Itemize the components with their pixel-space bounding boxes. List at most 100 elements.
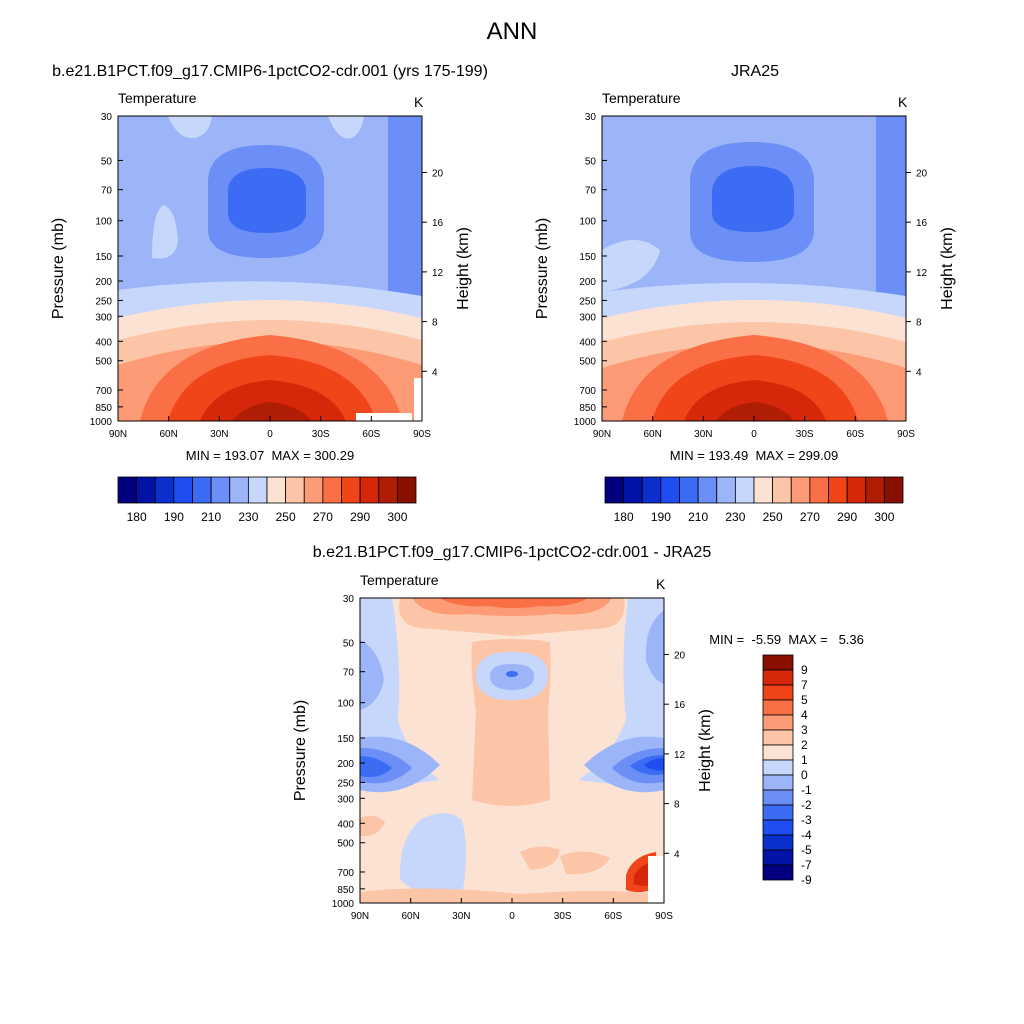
colorbar-box [154, 476, 175, 504]
colorbar-label: 210 [201, 510, 221, 524]
colorbar-label: 180 [127, 510, 147, 524]
panel1-contour-fill [118, 116, 422, 421]
colorbar-label: 300 [387, 510, 407, 524]
x-tick-label: 90N [593, 429, 611, 440]
y-axis-title: Pressure (mb) [50, 218, 67, 319]
colorbar-box [604, 476, 625, 504]
colorbar-label: -9 [801, 873, 812, 887]
colorbar-box [679, 476, 699, 504]
x-tick-label: 0 [751, 429, 757, 440]
variable-label: Temperature [118, 90, 197, 106]
x-tick-label: 60N [643, 429, 661, 440]
y-tick-label: 850 [579, 403, 596, 414]
panel3-min-max: MIN = -5.59 MAX = 5.36 [702, 617, 864, 647]
x-tick-label: 30S [554, 911, 572, 922]
colorbar-label: -4 [801, 828, 812, 842]
x-tick-label: 90S [655, 911, 673, 922]
y-tick-label: 70 [585, 186, 597, 197]
colorbar-box [716, 476, 736, 504]
units-label: K [898, 94, 908, 110]
colorbar-label: -3 [801, 813, 812, 827]
x-tick-label: 30S [796, 429, 814, 440]
page-title: ANN [486, 18, 538, 45]
colorbar-box [359, 476, 380, 504]
y2-tick-label: 8 [432, 318, 438, 329]
y-tick-label: 70 [343, 668, 355, 679]
y-tick-label: 70 [101, 186, 113, 197]
colorbar-label: 1 [801, 753, 808, 767]
panel2-contour-fill [602, 116, 906, 421]
y2-tick-label: 12 [432, 268, 444, 279]
y2-tick-label: 20 [432, 168, 444, 179]
variable-label: Temperature [360, 572, 439, 588]
y-tick-label: 50 [101, 156, 113, 167]
panel3-axes: 30 50 70 100 150 200 250 300 400 500 700 850 1000 20 1… [292, 572, 714, 922]
y2-axis-title: Height (km) [697, 709, 714, 792]
colorbar-box [322, 476, 342, 504]
y-tick-label: 30 [101, 112, 113, 123]
y-tick-label: 850 [95, 403, 112, 414]
colorbar-label: 180 [614, 510, 634, 524]
y-tick-label: 200 [337, 759, 354, 770]
y-tick-label: 150 [337, 734, 354, 745]
colorbar-box [192, 476, 212, 504]
y-tick-label: 150 [95, 252, 112, 263]
y2-tick-label: 8 [916, 318, 922, 329]
colorbar-box [210, 476, 231, 504]
colorbar-box [762, 864, 794, 881]
colorbar-label: 250 [276, 510, 296, 524]
panel3-min: MIN = -5.59 [709, 632, 782, 647]
y-tick-label: 300 [95, 312, 112, 323]
colorbar-box [136, 476, 156, 504]
x-tick-label: 30N [694, 429, 712, 440]
colorbar-label: 5 [801, 693, 808, 707]
colorbar-box [762, 819, 794, 836]
panel3-contour-fill [360, 598, 664, 903]
colorbar-box [303, 476, 324, 504]
colorbar-box [173, 476, 193, 504]
colorbar-box [790, 476, 811, 504]
y2-axis-title: Height (km) [455, 227, 472, 310]
colorbar-box [762, 684, 794, 701]
y-tick-label: 100 [579, 217, 596, 228]
axes-layer: 3050701001502002503004005007008501000201… [50, 90, 956, 922]
panel1-title: b.e21.B1PCT.f09_g17.CMIP6-1pctCO2-cdr.00… [52, 63, 488, 80]
colorbar-box [341, 476, 361, 504]
panel1-max: MAX = 300.29 [271, 448, 355, 463]
y-tick-label: 850 [337, 885, 354, 896]
colorbar-label: 7 [801, 678, 808, 692]
y2-tick-label: 4 [674, 849, 680, 860]
y-tick-label: 500 [337, 839, 354, 850]
colorbar-box [753, 476, 774, 504]
y-tick-label: 30 [343, 594, 355, 605]
x-tick-label: 90N [351, 911, 369, 922]
y-tick-label: 400 [95, 337, 112, 348]
y-tick-label: 30 [585, 112, 597, 123]
colorbar-box [762, 744, 794, 761]
x-tick-label: 60S [846, 429, 864, 440]
colorbar-box [660, 476, 680, 504]
colorbar-box [229, 476, 249, 504]
colorbar-label: 9 [801, 663, 808, 677]
y-tick-label: 100 [337, 699, 354, 710]
colorbar-label: -5 [801, 843, 812, 857]
colorbar-box [623, 476, 643, 504]
y2-axis-title: Height (km) [939, 227, 956, 310]
colorbar-box [762, 699, 794, 716]
colorbar-label: 4 [801, 708, 808, 722]
y-tick-label: 1000 [90, 417, 113, 428]
colorbar-label: 0 [801, 768, 808, 782]
colorbar-box [865, 476, 885, 504]
colorbar-box [772, 476, 792, 504]
colorbar-label: 190 [651, 510, 671, 524]
y-tick-label: 100 [95, 217, 112, 228]
colorbar-box [809, 476, 829, 504]
y2-tick-label: 20 [674, 650, 686, 661]
y2-tick-label: 12 [916, 268, 928, 279]
y2-tick-label: 20 [916, 168, 928, 179]
colorbar-box [734, 476, 755, 504]
x-tick-label: 90S [413, 429, 431, 440]
colorbar-layer: 180 190 210 230 250 270 290 300 180 190 210 230 250 2… [117, 476, 904, 887]
colorbar-box [396, 476, 417, 504]
